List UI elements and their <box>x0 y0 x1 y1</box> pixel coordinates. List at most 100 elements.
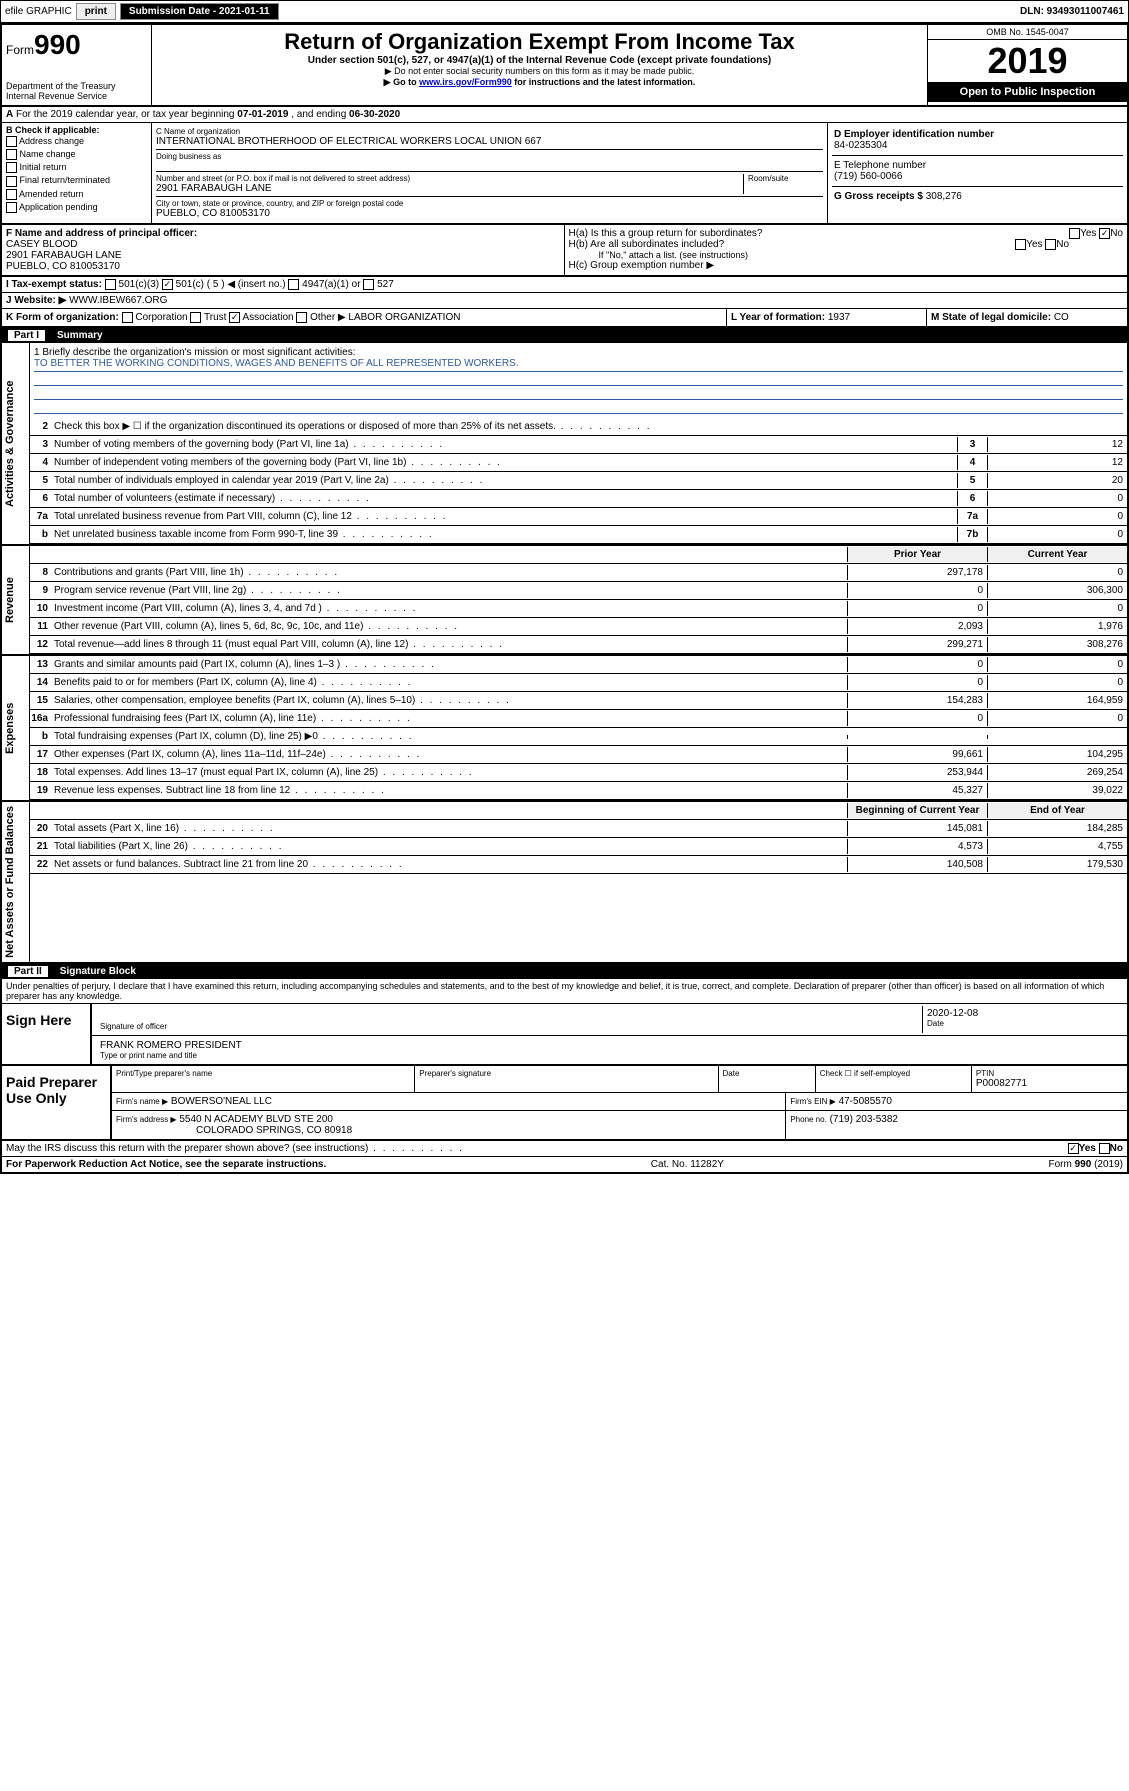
section-f-h: F Name and address of principal officer:… <box>0 225 1129 277</box>
goto-suffix: for instructions and the latest informat… <box>512 77 696 87</box>
ptin-value: P00082771 <box>976 1078 1123 1089</box>
chk-final-return[interactable]: Final return/terminated <box>6 174 147 187</box>
firm-phone-label: Phone no. <box>790 1115 826 1124</box>
prep-name-label: Print/Type preparer's name <box>116 1069 410 1078</box>
discuss-yes[interactable]: ✓ <box>1068 1143 1079 1154</box>
discuss-no[interactable] <box>1099 1143 1110 1154</box>
org-name-label: C Name of organization <box>156 127 823 136</box>
prep-date-label: Date <box>723 1069 811 1078</box>
website-label: J Website: ▶ <box>6 295 66 306</box>
chk-527[interactable] <box>363 279 374 290</box>
form-number: 990 <box>34 29 81 60</box>
h-a: H(a) Is this a group return for subordin… <box>569 228 763 239</box>
form-header: Form990 Department of the Treasury Inter… <box>0 23 1129 107</box>
line-10: 10Investment income (Part VIII, column (… <box>30 600 1127 618</box>
dba-label: Doing business as <box>156 152 823 161</box>
mission-q: 1 Briefly describe the organization's mi… <box>34 347 1123 358</box>
line-6: 6Total number of volunteers (estimate if… <box>30 490 1127 508</box>
part1-header: Part I Summary <box>0 328 1129 343</box>
chk-other[interactable] <box>296 312 307 323</box>
sign-here-block: Sign Here Signature of officer 2020-12-0… <box>0 1004 1129 1066</box>
chk-trust[interactable] <box>190 312 201 323</box>
officer-addr2: PUEBLO, CO 810053170 <box>6 261 120 272</box>
ha-yes[interactable] <box>1069 228 1080 239</box>
omb-number: OMB No. 1545-0047 <box>928 25 1127 40</box>
line-19: 19Revenue less expenses. Subtract line 1… <box>30 782 1127 800</box>
part2-tag: Part II <box>8 966 48 977</box>
form-label: Form <box>6 43 34 57</box>
chk-corp[interactable] <box>122 312 133 323</box>
net-col-hdr: Beginning of Current Year End of Year <box>30 802 1127 820</box>
h-b: H(b) Are all subordinates included? <box>569 239 725 250</box>
print-button[interactable]: print <box>76 3 116 20</box>
ha-no[interactable]: ✓ <box>1099 228 1110 239</box>
room-label: Room/suite <box>743 174 823 194</box>
box-f: F Name and address of principal officer:… <box>2 225 565 275</box>
chk-application-pending[interactable]: Application pending <box>6 201 147 214</box>
hb-yes[interactable] <box>1015 239 1026 250</box>
note-ssn: ▶ Do not enter social security numbers o… <box>156 66 923 77</box>
col-current-year: Current Year <box>987 547 1127 562</box>
line-8: 8Contributions and grants (Part VIII, li… <box>30 564 1127 582</box>
rev-col-hdr: Prior Year Current Year <box>30 546 1127 564</box>
chk-amended[interactable]: Amended return <box>6 188 147 201</box>
period-text-a: For the 2019 calendar year, or tax year … <box>16 109 237 120</box>
tax-status-label: I Tax-exempt status: <box>6 279 102 290</box>
form-org-label: K Form of organization: <box>6 312 119 323</box>
header-right: OMB No. 1545-0047 2019 Open to Public In… <box>927 25 1127 105</box>
part1-tag: Part I <box>8 330 45 341</box>
line-16a: 16aProfessional fundraising fees (Part I… <box>30 710 1127 728</box>
line-15: 15Salaries, other compensation, employee… <box>30 692 1127 710</box>
col-end: End of Year <box>987 803 1127 818</box>
line-18: 18Total expenses. Add lines 13–17 (must … <box>30 764 1127 782</box>
form-title: Return of Organization Exempt From Incom… <box>156 29 923 55</box>
line-2: 2Check this box ▶ ☐ if the organization … <box>30 418 1127 436</box>
chk-501c3[interactable] <box>105 279 116 290</box>
firm-ein-label: Firm's EIN ▶ <box>790 1097 835 1106</box>
prep-sig-label: Preparer's signature <box>419 1069 713 1078</box>
chk-name-change[interactable]: Name change <box>6 148 147 161</box>
officer-label: F Name and address of principal officer: <box>6 228 197 239</box>
box-m: M State of legal domicile: CO <box>927 309 1127 326</box>
line-22: 22Net assets or fund balances. Subtract … <box>30 856 1127 874</box>
officer-name: CASEY BLOOD <box>6 239 78 250</box>
tax-year: 2019 <box>928 40 1127 82</box>
box-b: B Check if applicable: Address change Na… <box>2 123 152 223</box>
box-l: L Year of formation: 1937 <box>727 309 927 326</box>
hb-no[interactable] <box>1045 239 1056 250</box>
org-name: INTERNATIONAL BROTHERHOOD OF ELECTRICAL … <box>156 136 823 147</box>
form-subtitle: Under section 501(c), 527, or 4947(a)(1)… <box>156 55 923 66</box>
line-5: 5Total number of individuals employed in… <box>30 472 1127 490</box>
state-domicile: CO <box>1054 312 1069 323</box>
gov-vlabel: Activities & Governance <box>2 343 30 544</box>
header-title-block: Return of Organization Exempt From Incom… <box>152 25 927 105</box>
h-b-note: If "No," attach a list. (see instruction… <box>569 250 1124 260</box>
period-text-b: , and ending <box>291 109 349 120</box>
ein-label: D Employer identification number <box>834 129 994 140</box>
exp-vlabel: Expenses <box>2 656 30 800</box>
city-label: City or town, state or province, country… <box>156 199 823 208</box>
chk-initial-return[interactable]: Initial return <box>6 161 147 174</box>
chk-assoc[interactable]: ✓ <box>229 312 240 323</box>
form-ref: Form 990 (2019) <box>1049 1159 1123 1170</box>
box-k: K Form of organization: Corporation Trus… <box>2 309 727 326</box>
goto-prefix: ▶ Go to <box>384 77 419 87</box>
box-d-e-g: D Employer identification number 84-0235… <box>827 123 1127 223</box>
line-7a: 7aTotal unrelated business revenue from … <box>30 508 1127 526</box>
firm-ein: 47-5085570 <box>839 1096 892 1107</box>
efile-label: efile GRAPHIC <box>5 6 72 17</box>
self-employed-chk[interactable]: Check ☐ if self-employed <box>816 1066 972 1092</box>
org-city: PUEBLO, CO 810053170 <box>156 208 823 219</box>
chk-4947[interactable] <box>288 279 299 290</box>
addr-label: Number and street (or P.O. box if mail i… <box>156 174 743 183</box>
box-i: I Tax-exempt status: 501(c)(3) ✓ 501(c) … <box>0 277 1129 293</box>
line-9: 9Program service revenue (Part VIII, lin… <box>30 582 1127 600</box>
firm-addr2: COLORADO SPRINGS, CO 80918 <box>116 1125 352 1136</box>
line-21: 21Total liabilities (Part X, line 26)4,5… <box>30 838 1127 856</box>
rev-vlabel: Revenue <box>2 546 30 654</box>
chk-501c[interactable]: ✓ <box>162 279 173 290</box>
chk-address-change[interactable]: Address change <box>6 135 147 148</box>
irs-link[interactable]: www.irs.gov/Form990 <box>419 77 512 87</box>
line-b: bNet unrelated business taxable income f… <box>30 526 1127 544</box>
section-klm: K Form of organization: Corporation Trus… <box>0 309 1129 328</box>
